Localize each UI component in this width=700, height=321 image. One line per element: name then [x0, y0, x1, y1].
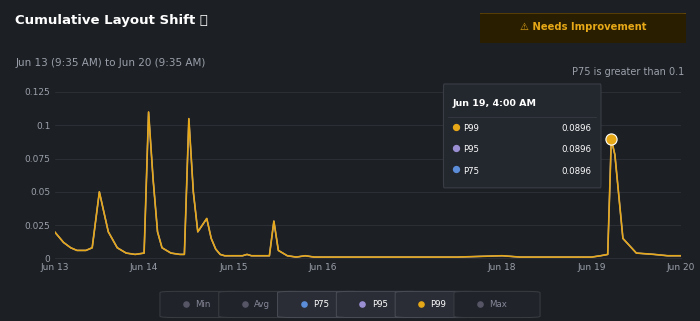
Point: [450, 124, 461, 129]
Point: [181, 302, 192, 307]
Point: [239, 302, 251, 307]
Text: P95: P95: [463, 145, 480, 154]
FancyBboxPatch shape: [160, 291, 246, 317]
Text: Avg: Avg: [254, 299, 270, 309]
Text: Jun 13 (9:35 AM) to Jun 20 (9:35 AM): Jun 13 (9:35 AM) to Jun 20 (9:35 AM): [15, 58, 206, 68]
Text: P99: P99: [463, 124, 480, 133]
Point: [416, 302, 427, 307]
FancyBboxPatch shape: [395, 291, 482, 317]
Point: [606, 136, 617, 142]
Text: P75: P75: [463, 167, 480, 176]
FancyBboxPatch shape: [454, 291, 540, 317]
Text: Min: Min: [195, 299, 211, 309]
FancyBboxPatch shape: [218, 291, 305, 317]
FancyBboxPatch shape: [465, 13, 699, 44]
Text: Jun 19, 4:00 AM: Jun 19, 4:00 AM: [453, 99, 537, 108]
Text: P99: P99: [430, 299, 447, 309]
FancyBboxPatch shape: [278, 291, 364, 317]
Text: P95: P95: [372, 299, 388, 309]
Point: [475, 302, 486, 307]
Text: 0.0896: 0.0896: [561, 124, 591, 133]
Text: P75: P75: [313, 299, 329, 309]
Text: 0.0896: 0.0896: [561, 145, 591, 154]
Text: Cumulative Layout Shift ⓘ: Cumulative Layout Shift ⓘ: [15, 14, 209, 27]
Text: P75 is greater than 0.1: P75 is greater than 0.1: [573, 67, 685, 77]
FancyBboxPatch shape: [337, 291, 423, 317]
Point: [450, 167, 461, 172]
Text: Max: Max: [489, 299, 507, 309]
Text: ⚠ Needs Improvement: ⚠ Needs Improvement: [519, 22, 646, 32]
Text: 0.0896: 0.0896: [561, 167, 591, 176]
Point: [357, 302, 368, 307]
FancyBboxPatch shape: [444, 84, 601, 188]
Point: [298, 302, 309, 307]
Point: [450, 145, 461, 151]
